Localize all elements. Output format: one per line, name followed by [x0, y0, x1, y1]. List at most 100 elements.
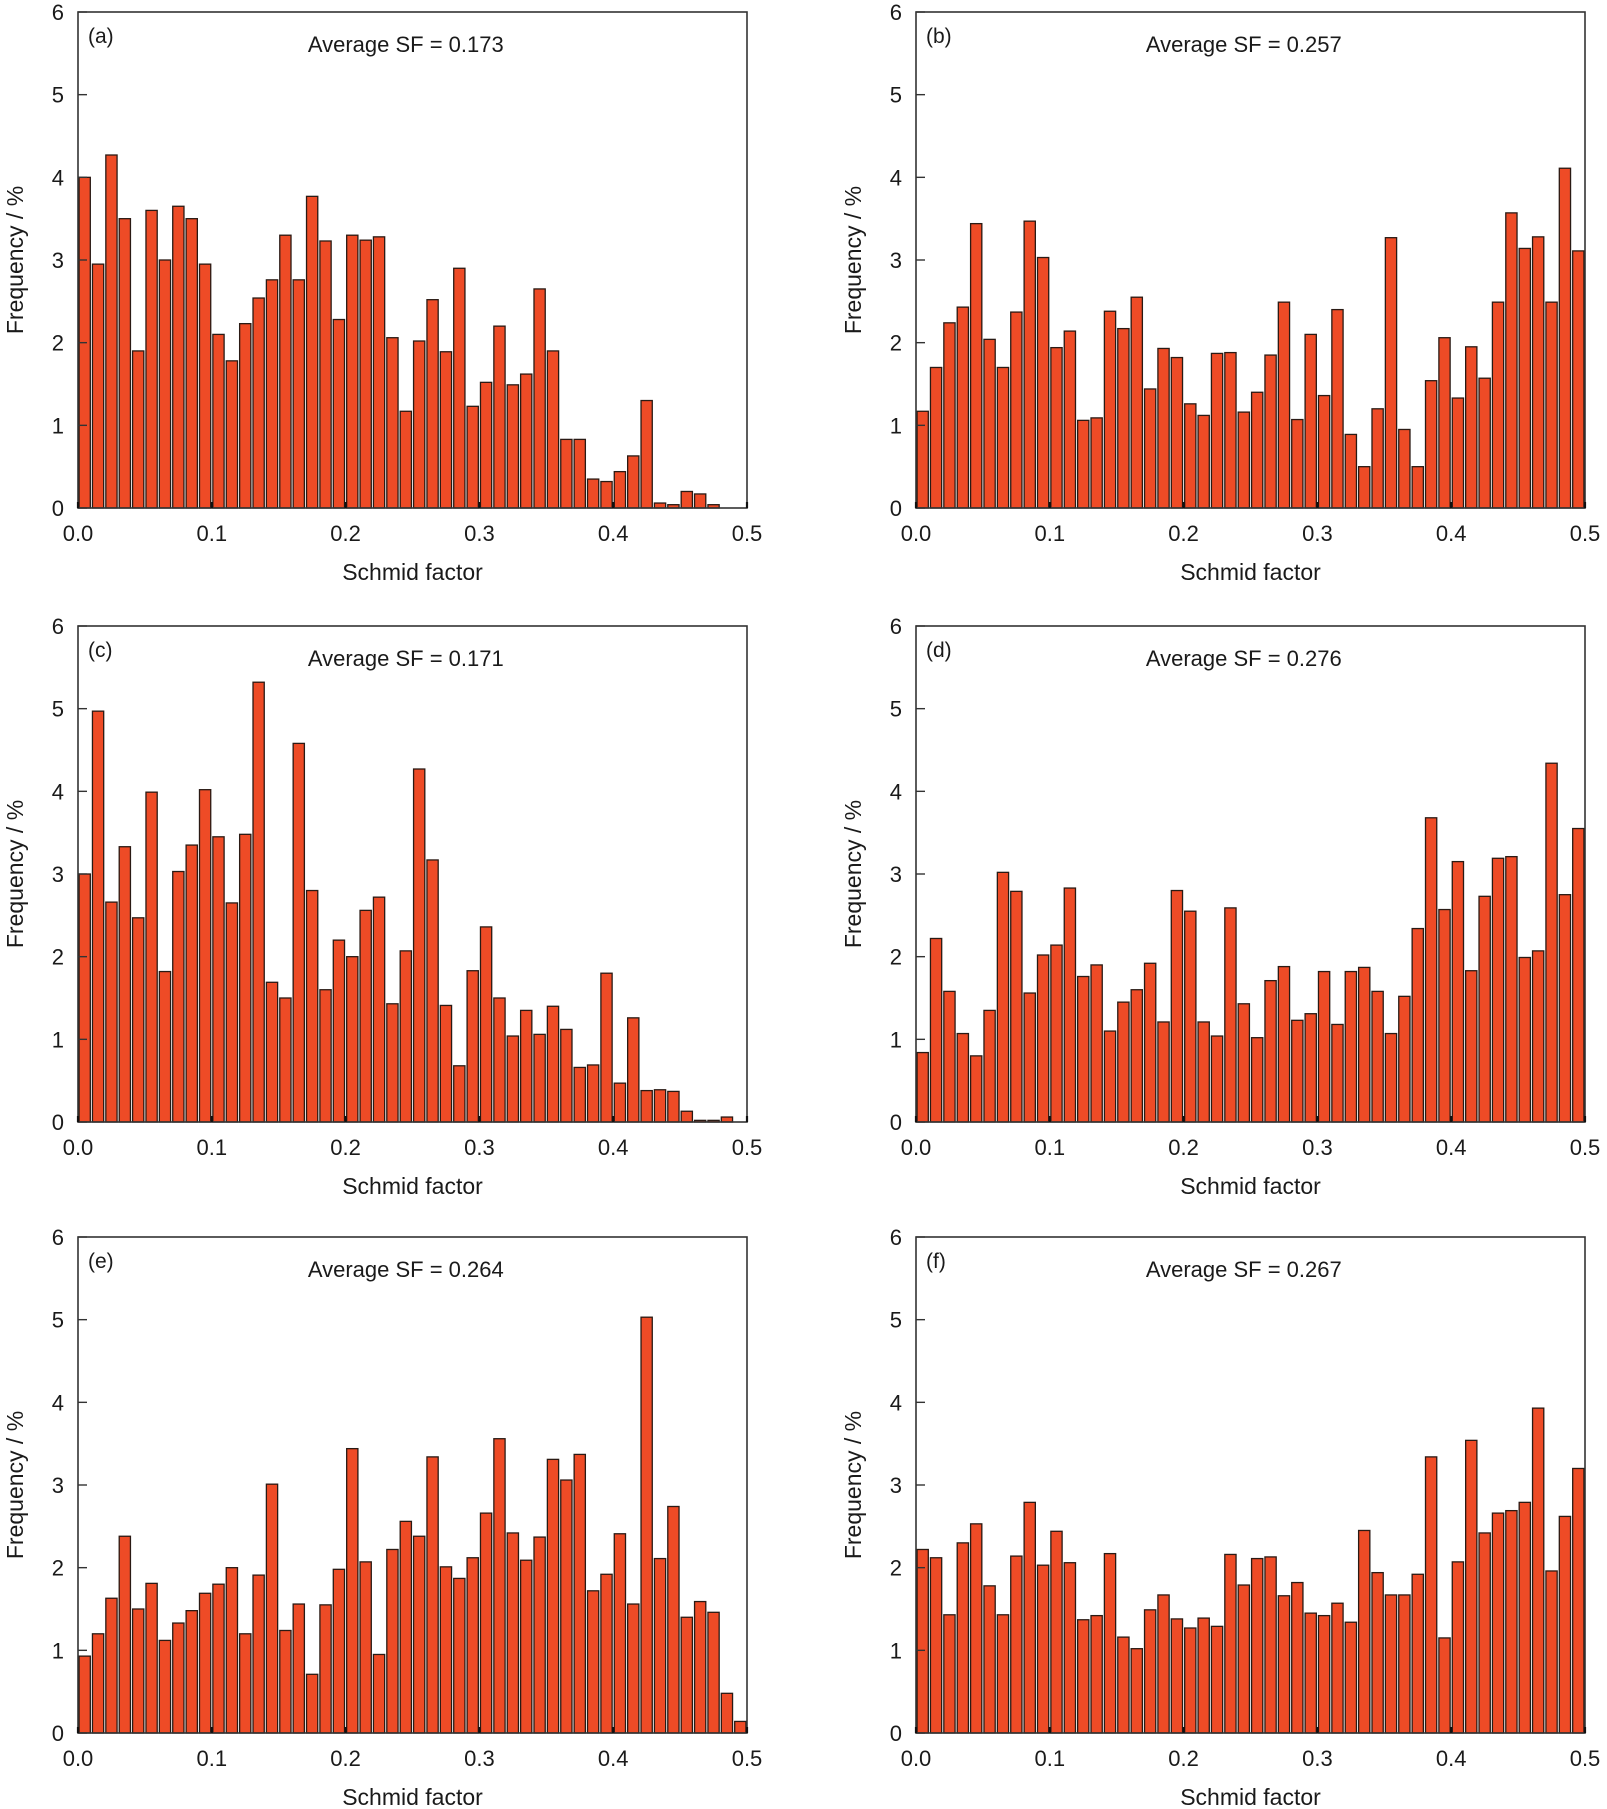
histogram-bar — [1491, 1512, 1505, 1734]
average-sf-annotation: Average SF = 0.173 — [308, 32, 504, 57]
histogram-bar — [1531, 236, 1545, 509]
histogram-bar — [1184, 910, 1197, 1123]
histogram-bar — [332, 1568, 346, 1734]
y-tick-label: 1 — [52, 413, 64, 438]
x-tick-label: 0.3 — [464, 1746, 495, 1771]
histogram-bar — [1277, 1595, 1291, 1734]
histogram-bar — [1505, 1509, 1518, 1734]
histogram-bar — [1331, 308, 1344, 509]
histogram-bar — [560, 1028, 573, 1123]
y-tick-label: 0 — [890, 496, 902, 521]
x-axis-title: Schmid factor — [1180, 1173, 1321, 1199]
histogram-bar — [1197, 1021, 1210, 1123]
y-tick-label: 1 — [890, 1027, 902, 1052]
histogram-bar — [1076, 1619, 1090, 1734]
x-axis-title: Schmid factor — [342, 559, 483, 585]
y-tick-label: 3 — [52, 862, 64, 887]
y-tick-label: 5 — [52, 83, 64, 108]
histogram-bar — [1224, 907, 1237, 1123]
x-tick-label: 0.3 — [1302, 1746, 1333, 1771]
histogram-bar — [1545, 301, 1558, 509]
histogram-bar — [372, 896, 386, 1123]
x-tick-label: 0.1 — [1035, 1746, 1066, 1771]
histogram-bar — [265, 981, 279, 1123]
histogram-bar — [172, 205, 185, 509]
histogram-bar — [969, 222, 983, 509]
histogram-bar — [1438, 908, 1451, 1123]
histogram-bar — [1184, 403, 1197, 509]
histogram-bar — [305, 195, 319, 509]
histogram-bar — [1277, 965, 1291, 1123]
panel-tag: (b) — [926, 25, 952, 48]
x-tick-label: 0.0 — [901, 1746, 932, 1771]
histogram-bar — [292, 279, 306, 509]
y-tick-label: 2 — [52, 945, 64, 970]
x-tick-label: 0.1 — [197, 521, 228, 546]
histogram-bar — [640, 1316, 653, 1734]
histogram-bar — [640, 399, 653, 509]
histogram-bar — [198, 1592, 212, 1734]
histogram-bar — [533, 288, 546, 509]
histogram-bar — [1384, 1594, 1398, 1734]
chart-panel-c: 0 1 2 3 4 5 6 0.0 0.1 0.2 0.3 0.4 0.5 Schmid factor Fr… — [2, 614, 762, 1199]
histogram-bar — [546, 350, 560, 509]
histogram-bar — [1505, 855, 1518, 1123]
histogram-bar — [238, 833, 252, 1123]
y-tick-label: 4 — [890, 1390, 902, 1415]
histogram-bar — [1424, 1456, 1438, 1734]
histogram-bar — [265, 279, 279, 509]
histogram-bar — [1398, 1594, 1411, 1734]
histogram-bar — [1411, 927, 1425, 1123]
histogram-bar — [586, 1590, 600, 1734]
histogram-bar — [332, 318, 346, 509]
histogram-bar — [956, 306, 970, 509]
histogram-bar — [118, 218, 132, 509]
average-sf-annotation: Average SF = 0.171 — [308, 646, 504, 671]
histogram-bar — [1505, 212, 1518, 509]
histogram-bar — [439, 1004, 453, 1123]
histogram-bar — [386, 1003, 399, 1123]
histogram-bar — [546, 1458, 560, 1734]
y-tick-label: 1 — [52, 1027, 64, 1052]
histogram-bar — [453, 267, 466, 509]
x-tick-label: 0.3 — [1302, 1135, 1333, 1160]
histogram-bar — [1357, 1529, 1371, 1734]
histogram-bar — [1531, 1407, 1545, 1734]
histogram-bar — [131, 350, 145, 509]
histogram-bar — [399, 410, 413, 509]
average-sf-annotation: Average SF = 0.276 — [1146, 646, 1342, 671]
y-axis-title: Frequency / % — [2, 1411, 28, 1559]
histogram-bar — [1143, 1609, 1157, 1734]
histogram-bar — [653, 1089, 667, 1123]
x-tick-label: 0.4 — [598, 1746, 629, 1771]
histogram-bar — [172, 870, 185, 1123]
histogram-bar — [916, 1051, 929, 1123]
histogram-bar — [158, 970, 172, 1123]
histogram-bar — [279, 1629, 292, 1734]
histogram-bar — [1170, 889, 1184, 1123]
histogram-bar — [466, 1557, 479, 1734]
panel-tag: (c) — [88, 639, 113, 662]
histogram-bar — [1491, 857, 1505, 1123]
y-tick-label: 5 — [52, 1308, 64, 1333]
histogram-bar — [238, 322, 252, 509]
histogram-bar — [1117, 327, 1130, 509]
histogram-bar — [680, 1110, 694, 1123]
x-tick-label: 0.4 — [1436, 521, 1467, 546]
histogram-bar — [519, 1559, 533, 1734]
histogram-bar — [680, 490, 694, 509]
histogram-bar — [225, 1567, 239, 1734]
histogram-bar — [1438, 337, 1451, 509]
y-tick-label: 1 — [52, 1638, 64, 1663]
histogram-bar — [1424, 817, 1438, 1123]
histogram-bar — [560, 438, 573, 509]
histogram-bar — [1264, 979, 1277, 1123]
y-tick-label: 1 — [890, 413, 902, 438]
histogram-bar — [1398, 995, 1411, 1123]
y-tick-label: 0 — [890, 1721, 902, 1746]
histogram-bar — [359, 909, 372, 1123]
histogram-bar — [996, 871, 1010, 1123]
y-tick-label: 6 — [52, 0, 64, 25]
histogram-bar — [573, 438, 587, 509]
histogram-bar — [238, 1633, 252, 1734]
